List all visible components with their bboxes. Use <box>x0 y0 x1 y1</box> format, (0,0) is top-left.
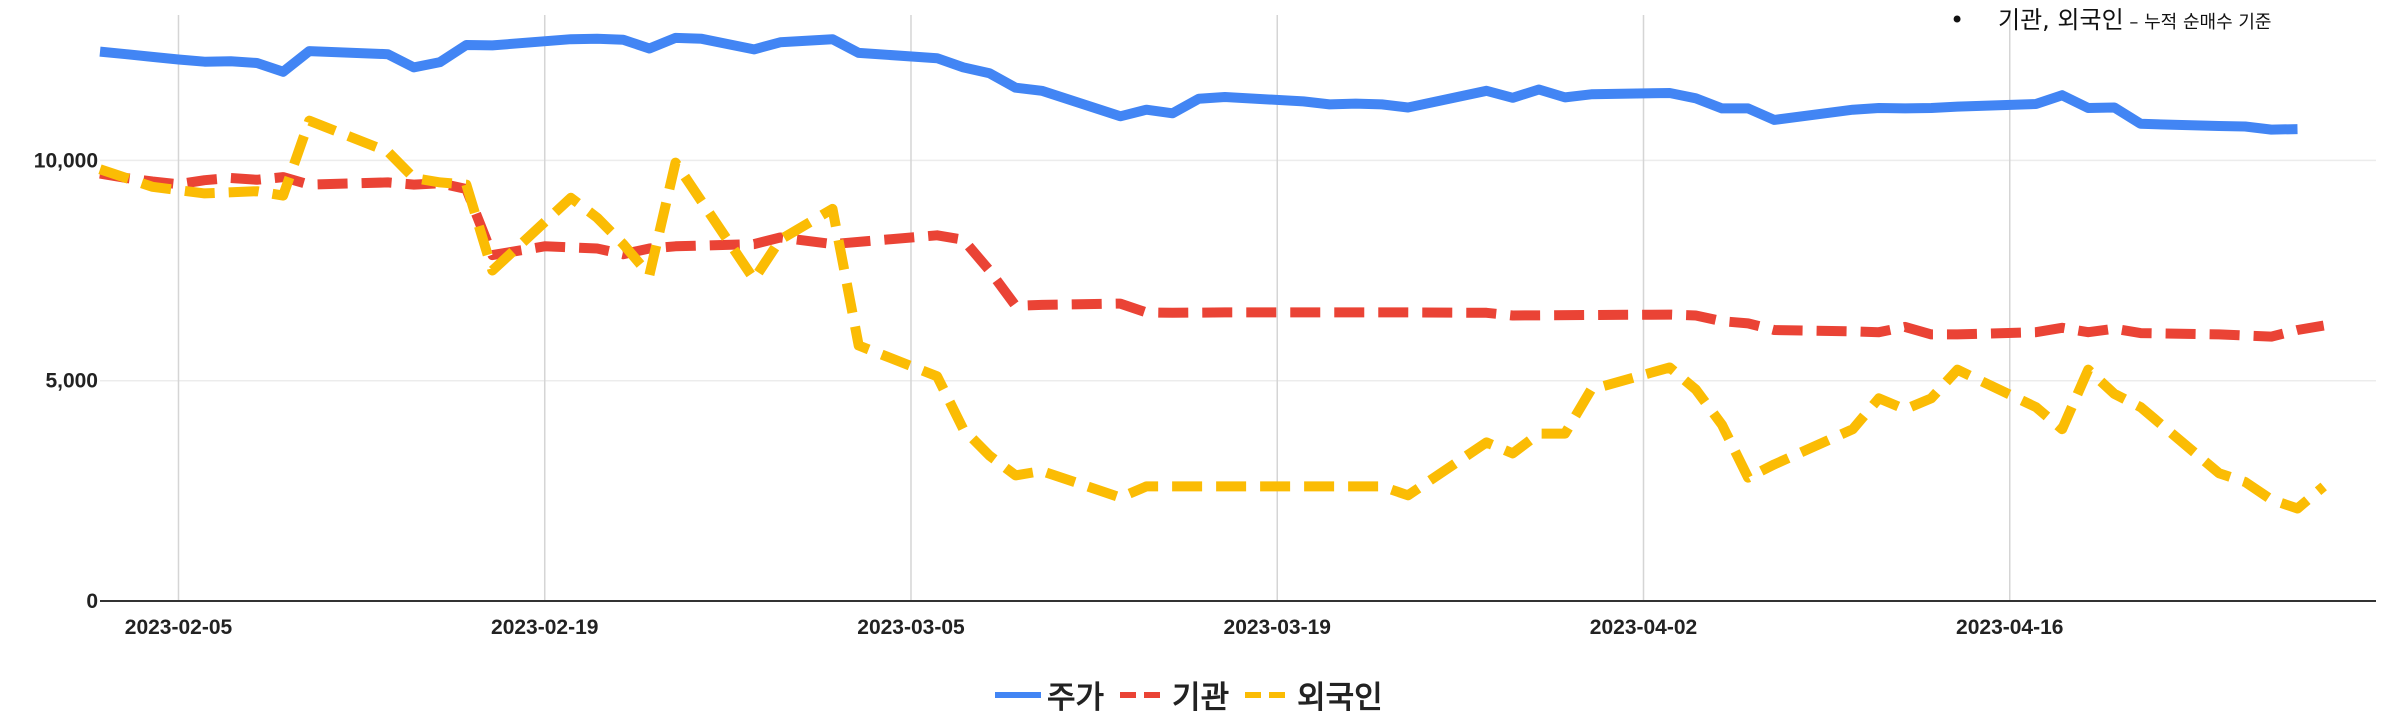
legend-item-price: 주가 <box>995 672 1104 717</box>
chart-legend: 주가 기관 외국인 <box>995 672 1399 717</box>
legend-label-price: 주가 <box>1047 680 1105 716</box>
legend-swatch-price <box>995 691 1041 698</box>
x-tick-label: 2023-03-05 <box>857 616 965 639</box>
note-sub: – 누적 순매수 기준 <box>2123 12 2272 33</box>
legend-label-foreign: 외국인 <box>1297 680 1383 716</box>
chart-note: • 기관, 외국인 – 누적 순매수 기준 <box>1950 0 2271 35</box>
x-tick-label: 2023-03-19 <box>1224 616 1331 639</box>
legend-swatch-institution <box>1120 691 1167 698</box>
chart-series <box>98 32 2327 514</box>
note-bullet: • <box>1950 6 1965 34</box>
chart-axes: 0 5,000 10,000 2023-02-05 2023-02-19 2023-03-… <box>34 149 2376 639</box>
legend-label-institution: 기관 <box>1172 680 1230 716</box>
series-line-2 <box>98 115 2327 514</box>
x-tick-label: 2023-02-19 <box>491 616 598 639</box>
note-main: 기관, 외국인 <box>1998 6 2124 34</box>
y-tick-label: 5,000 <box>45 370 98 393</box>
x-tick-label: 2023-04-16 <box>1956 616 2063 639</box>
legend-swatch-foreign <box>1245 691 1292 698</box>
legend-item-institution: 기관 <box>1120 672 1229 717</box>
legend-item-foreign: 외국인 <box>1245 672 1383 717</box>
x-tick-label: 2023-02-05 <box>125 616 233 639</box>
x-tick-label: 2023-04-02 <box>1590 616 1697 639</box>
series-line-1 <box>99 168 2325 342</box>
series-line-0 <box>99 32 2298 135</box>
grid-lines <box>100 15 2376 601</box>
y-tick-label: 0 <box>86 590 98 613</box>
y-tick-label: 10,000 <box>34 149 98 172</box>
